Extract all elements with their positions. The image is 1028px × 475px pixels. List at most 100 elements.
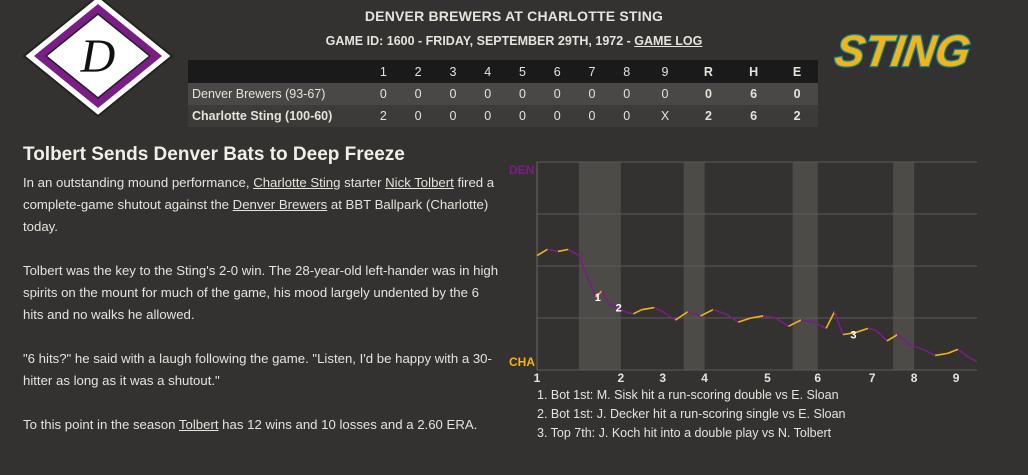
header-inning-5: 5 <box>505 60 540 83</box>
article-paragraph: "6 hits?" he said with a laugh following… <box>23 351 492 388</box>
line-segment <box>674 311 689 321</box>
hits-total: 6 <box>731 105 777 127</box>
chart-annotations: 1 2 3 <box>595 292 857 341</box>
denver-brewers-link[interactable]: Denver Brewers <box>232 197 328 212</box>
line-segment <box>653 306 664 313</box>
line-segment <box>875 329 888 342</box>
nick-tolbert-link[interactable]: Nick Tolbert <box>385 175 454 190</box>
line-segment <box>725 313 739 323</box>
inning-score: 0 <box>609 83 645 105</box>
header-inning-9: 9 <box>644 60 686 83</box>
line-segment <box>578 255 589 277</box>
inning-score: 0 <box>400 83 436 105</box>
svg-text:D: D <box>80 30 116 83</box>
errors-total: 0 <box>776 83 818 105</box>
inning-score: 0 <box>366 83 401 105</box>
line-segment <box>547 248 559 253</box>
line-segment <box>712 308 726 315</box>
line-segment <box>568 248 580 257</box>
line-segment <box>788 319 802 328</box>
line-segment <box>737 317 751 323</box>
text: To this point in the season <box>23 417 179 432</box>
text: fired a complete-game shutout against th… <box>23 175 495 212</box>
line-segment <box>641 306 655 311</box>
article-paragraph: To this point in the season Tolbert has … <box>23 414 501 436</box>
annotation-label: 3 <box>850 330 856 342</box>
inning-score: 0 <box>505 83 540 105</box>
header-hits: H <box>731 60 777 83</box>
line-segment <box>633 308 643 315</box>
charlotte-sting-link[interactable]: Charlotte Sting <box>253 175 341 190</box>
inning-tick-label: 5 <box>764 371 771 385</box>
svg-text:STING: STING <box>833 27 973 76</box>
note-item: 1. Bot 1st: M. Sisk hit a run-scoring do… <box>537 388 839 402</box>
line-score-row-charlotte: Charlotte Sting (100-60) 2 0 0 0 0 0 0 0… <box>188 105 818 127</box>
line-segment <box>750 315 764 319</box>
game-log-link[interactable]: GAME LOG <box>634 34 703 48</box>
line-segment <box>536 248 548 257</box>
article-body: In an outstanding mound performance, Cha… <box>23 172 501 458</box>
inning-score: 0 <box>574 83 610 105</box>
header-inning-4: 4 <box>470 60 506 83</box>
game-title: DENVER BREWERS AT CHARLOTTE STING <box>364 8 664 24</box>
inning-score: 0 <box>470 83 506 105</box>
line-segment <box>825 311 836 329</box>
note-item: 2. Bot 1st: J. Decker hit a run-scoring … <box>537 407 846 421</box>
line-segment <box>763 315 776 319</box>
inning-score: 0 <box>470 105 506 127</box>
sting-logo: STING <box>831 14 983 88</box>
inning-score: 0 <box>505 105 540 127</box>
text: at BBT Ballpark (Charlotte) today. <box>23 197 489 234</box>
header-team <box>188 60 366 83</box>
tolbert-link[interactable]: Tolbert <box>178 417 219 432</box>
line-segment <box>662 311 676 321</box>
line-segment <box>909 344 923 350</box>
win-probability-line <box>536 248 978 363</box>
team-name: Charlotte Sting (100-60) <box>188 105 366 127</box>
text: starter <box>340 175 386 190</box>
line-segment <box>687 311 701 317</box>
inning-score: 0 <box>435 83 471 105</box>
inning-tick-label: 9 <box>953 371 960 385</box>
inning-tick-label: 3 <box>659 371 666 385</box>
game-id-date: GAME ID: 1600 - FRIDAY, SEPTEMBER 29TH, … <box>325 34 635 48</box>
inning-score: 0 <box>539 83 575 105</box>
header-inning-8: 8 <box>609 60 645 83</box>
line-segment <box>833 311 844 335</box>
line-segment <box>855 327 869 334</box>
line-segment <box>922 348 936 357</box>
line-segment <box>947 348 959 355</box>
line-segment <box>607 302 617 309</box>
line-segment <box>700 308 714 317</box>
line-score-table: 1 2 3 4 5 6 7 8 9 R H E Denver Brewers (… <box>188 60 818 127</box>
inning-tick-label: 1 <box>534 371 541 385</box>
line-segment <box>624 310 634 315</box>
line-segment <box>586 276 597 298</box>
header-inning-2: 2 <box>400 60 436 83</box>
line-segment <box>775 317 789 327</box>
line-segment <box>867 327 877 332</box>
line-segment <box>842 331 856 336</box>
inning-score: 0 <box>574 105 610 127</box>
line-segment <box>800 319 814 323</box>
inning-score: X <box>644 105 686 127</box>
line-segment <box>595 290 603 298</box>
team-name: Denver Brewers (93-67) <box>188 83 366 105</box>
line-segment <box>601 290 609 304</box>
header-inning-3: 3 <box>435 60 471 83</box>
inning-tick-label: 6 <box>814 371 821 385</box>
header-inning-6: 6 <box>539 60 575 83</box>
article-paragraph: Tolbert was the key to the Sting's 2-0 w… <box>23 263 499 322</box>
inning-tick-label: 8 <box>911 371 918 385</box>
inning-tick-label: 2 <box>617 371 624 385</box>
runs-total: 2 <box>685 105 731 127</box>
denver-logo: D <box>20 0 176 120</box>
inning-tick-labels: 1 2 3 4 5 6 7 8 9 <box>534 371 960 385</box>
hits-total: 6 <box>731 83 777 105</box>
line-segment <box>886 333 898 342</box>
line-segment <box>968 356 978 363</box>
chart-gridlines <box>536 161 977 371</box>
cha-axis-label: CHA <box>509 355 535 369</box>
line-segment <box>813 321 827 330</box>
text: In an outstanding mound performance, <box>23 175 254 190</box>
